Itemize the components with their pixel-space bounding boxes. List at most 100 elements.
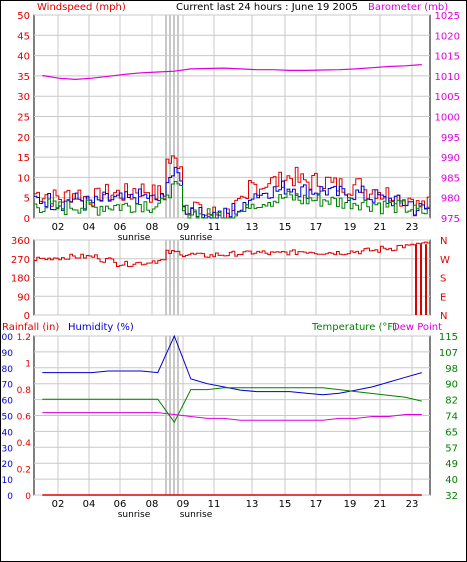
barometer-tick-label: 1020 [435, 31, 460, 42]
x-tick-label: 06 [114, 222, 127, 233]
barometer-tick-label: 1015 [435, 52, 460, 63]
x-tick-label: 09 [177, 499, 190, 510]
windspeed-average-line [34, 166, 430, 219]
compass-tick-label: W [440, 255, 450, 266]
windspeed-tick-label: 35 [17, 72, 30, 83]
humidity-tick-label: 10 [2, 476, 14, 486]
temperature-tick-label: 32 [445, 491, 458, 502]
humidity-tick-label: 100 [0, 333, 13, 343]
chart-title: Current last 24 hours : June 19 2005 [176, 2, 358, 13]
humidity-line [42, 334, 422, 396]
sunrise-label: sunrise [180, 233, 213, 243]
humidity-label: Humidity (%) [68, 322, 134, 333]
barometer-tick-label: 1000 [435, 113, 460, 124]
barometer-tick-label: 980 [441, 194, 460, 205]
rainfall-tick-label: 0.4 [17, 439, 32, 449]
sunrise-label: sunrise [118, 233, 151, 243]
barometer-tick-label: 1005 [435, 92, 460, 103]
direction-tick-label: 90 [17, 292, 30, 303]
humidity-tick-label: 70 [2, 381, 14, 391]
windspeed-tick-label: 15 [17, 153, 30, 164]
temperature-tick-label: 57 [445, 443, 458, 454]
windspeed-tick-label: 40 [17, 52, 30, 63]
temperature-label: Temperature (°F) [311, 322, 397, 333]
wind-direction-line [34, 241, 430, 267]
windspeed-tick-label: 30 [17, 92, 30, 103]
panel1-right-label: Barometer (mb) [368, 2, 448, 13]
temperature-line [42, 387, 422, 424]
x-tick-label: 04 [83, 499, 96, 510]
rainfall-tick-label: 1 [25, 360, 31, 370]
rainfall-tick-label: 1.2 [17, 333, 31, 343]
windspeed-tick-label: 45 [17, 31, 30, 42]
x-tick-label: 02 [52, 499, 65, 510]
humidity-tick-label: 40 [2, 428, 14, 438]
windspeed-tick-label: 0 [24, 214, 30, 225]
compass-tick-label: N [440, 236, 447, 247]
x-tick-label: 06 [114, 499, 127, 510]
rainfall-tick-label: 0.6 [17, 413, 32, 423]
barometer-tick-label: 995 [441, 133, 460, 144]
x-tick-label: 09 [177, 222, 190, 233]
barometer-tick-label: 990 [441, 153, 460, 164]
x-tick-label: 02 [52, 222, 65, 233]
humidity-tick-label: 20 [2, 460, 14, 470]
barometer-tick-label: 1010 [435, 72, 460, 83]
x-tick-label: 15 [279, 222, 292, 233]
compass-tick-label: S [440, 274, 446, 285]
rainfall-label: Rainfall (in) [2, 322, 59, 333]
x-tick-label: 17 [310, 222, 323, 233]
x-tick-label: 11 [208, 499, 221, 510]
temperature-tick-label: 40 [445, 475, 458, 486]
x-tick-label: 11 [208, 222, 221, 233]
x-tick-label: 19 [344, 499, 357, 510]
temperature-tick-label: 107 [439, 348, 458, 359]
dewpoint-line [42, 412, 422, 421]
barometer-tick-label: 985 [441, 173, 460, 184]
x-tick-label: 23 [406, 222, 419, 233]
compass-tick-label: N [440, 311, 447, 322]
rainfall-tick-label: 0.2 [17, 466, 31, 476]
x-tick-label: 04 [83, 222, 96, 233]
windspeed-tick-label: 25 [17, 113, 30, 124]
windspeed-tick-label: 50 [17, 11, 30, 22]
temperature-tick-label: 82 [445, 396, 458, 407]
temperature-tick-label: 49 [445, 459, 458, 470]
humidity-tick-label: 50 [2, 413, 14, 423]
humidity-tick-label: 60 [2, 397, 14, 407]
rainfall-tick-label: 0 [25, 492, 31, 502]
x-tick-label: 19 [344, 222, 357, 233]
temperature-tick-label: 115 [439, 332, 458, 343]
x-tick-label: 17 [310, 499, 323, 510]
humidity-tick-label: 0 [7, 492, 13, 502]
humidity-tick-label: 30 [2, 444, 14, 454]
direction-tick-label: 360 [11, 236, 30, 247]
panel1-left-label: Windspeed (mph) [37, 2, 126, 13]
x-tick-label: 21 [374, 222, 387, 233]
sunrise-label: sunrise [180, 510, 213, 520]
direction-tick-label: 180 [11, 274, 30, 285]
barometer-tick-label: 975 [441, 214, 460, 225]
compass-tick-label: E [440, 292, 446, 303]
x-tick-label: 08 [146, 222, 159, 233]
dewpoint-label: Dew Point [392, 322, 442, 333]
x-tick-label: 08 [146, 499, 159, 510]
humidity-tick-label: 80 [2, 365, 14, 375]
direction-tick-label: 270 [11, 255, 30, 266]
windspeed-tick-label: 20 [17, 133, 30, 144]
direction-tick-label: 0 [24, 311, 30, 322]
barometer-tick-label: 1025 [435, 11, 460, 22]
sunrise-label: sunrise [118, 510, 151, 520]
temperature-tick-label: 90 [445, 380, 458, 391]
windspeed-tick-label: 10 [17, 173, 30, 184]
x-tick-label: 23 [406, 499, 419, 510]
humidity-tick-label: 90 [2, 349, 14, 359]
x-tick-label: 13 [246, 499, 259, 510]
temperature-tick-label: 65 [445, 427, 458, 438]
barometer-line [42, 64, 422, 81]
temperature-tick-label: 74 [445, 412, 458, 423]
x-tick-label: 15 [279, 499, 292, 510]
x-tick-label: 13 [246, 222, 259, 233]
windspeed-low-line [34, 181, 430, 219]
